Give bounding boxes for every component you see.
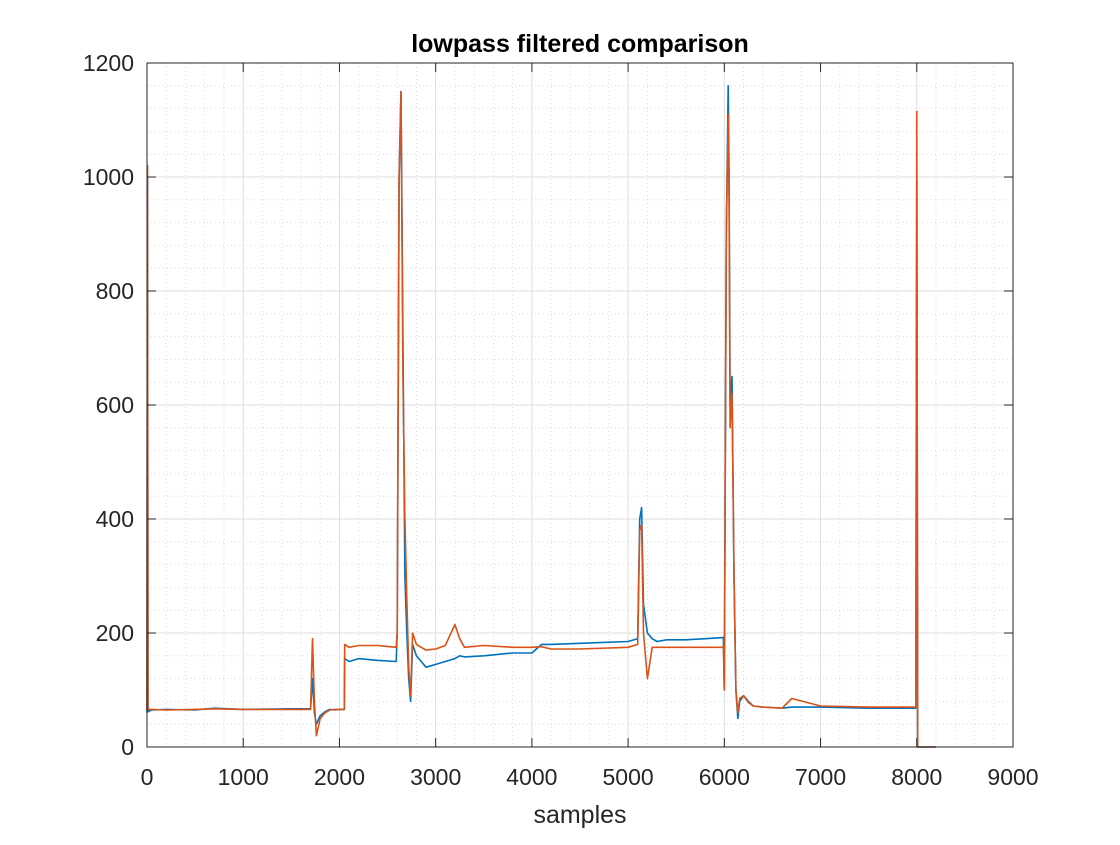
y-tick-label: 600: [96, 392, 134, 418]
y-tick-label: 1200: [83, 50, 134, 76]
x-tick-label: 1000: [218, 764, 269, 790]
series-layer: [146, 85, 936, 748]
x-tick-label: 8000: [891, 764, 942, 790]
series-line-1: [146, 85, 936, 748]
x-tick-label: 5000: [603, 764, 654, 790]
x-tick-label: 2000: [314, 764, 365, 790]
chart-title: lowpass filtered comparison: [411, 30, 749, 58]
y-tick-label: 1000: [83, 164, 134, 190]
y-tick-label: 200: [96, 620, 134, 646]
ticks: [146, 62, 1014, 748]
x-axis-label: samples: [533, 801, 626, 829]
y-tick-labels: 0 200 400 600 800 1000 1200: [83, 50, 134, 760]
x-tick-label: 4000: [506, 764, 557, 790]
x-tick-label: 9000: [987, 764, 1038, 790]
y-tick-label: 800: [96, 278, 134, 304]
x-tick-label: 6000: [699, 764, 750, 790]
major-grid: [146, 62, 1014, 748]
series-line-2: [146, 90, 936, 748]
x-tick-label: 0: [141, 764, 154, 790]
y-tick-label: 0: [121, 734, 134, 760]
y-tick-label: 400: [96, 506, 134, 532]
minor-grid: [147, 63, 1013, 747]
x-tick-label: 3000: [410, 764, 461, 790]
x-tick-labels: 0 1000 2000 3000 4000 5000 6000 7000 8000 9000: [141, 764, 1039, 790]
x-tick-label: 7000: [795, 764, 846, 790]
